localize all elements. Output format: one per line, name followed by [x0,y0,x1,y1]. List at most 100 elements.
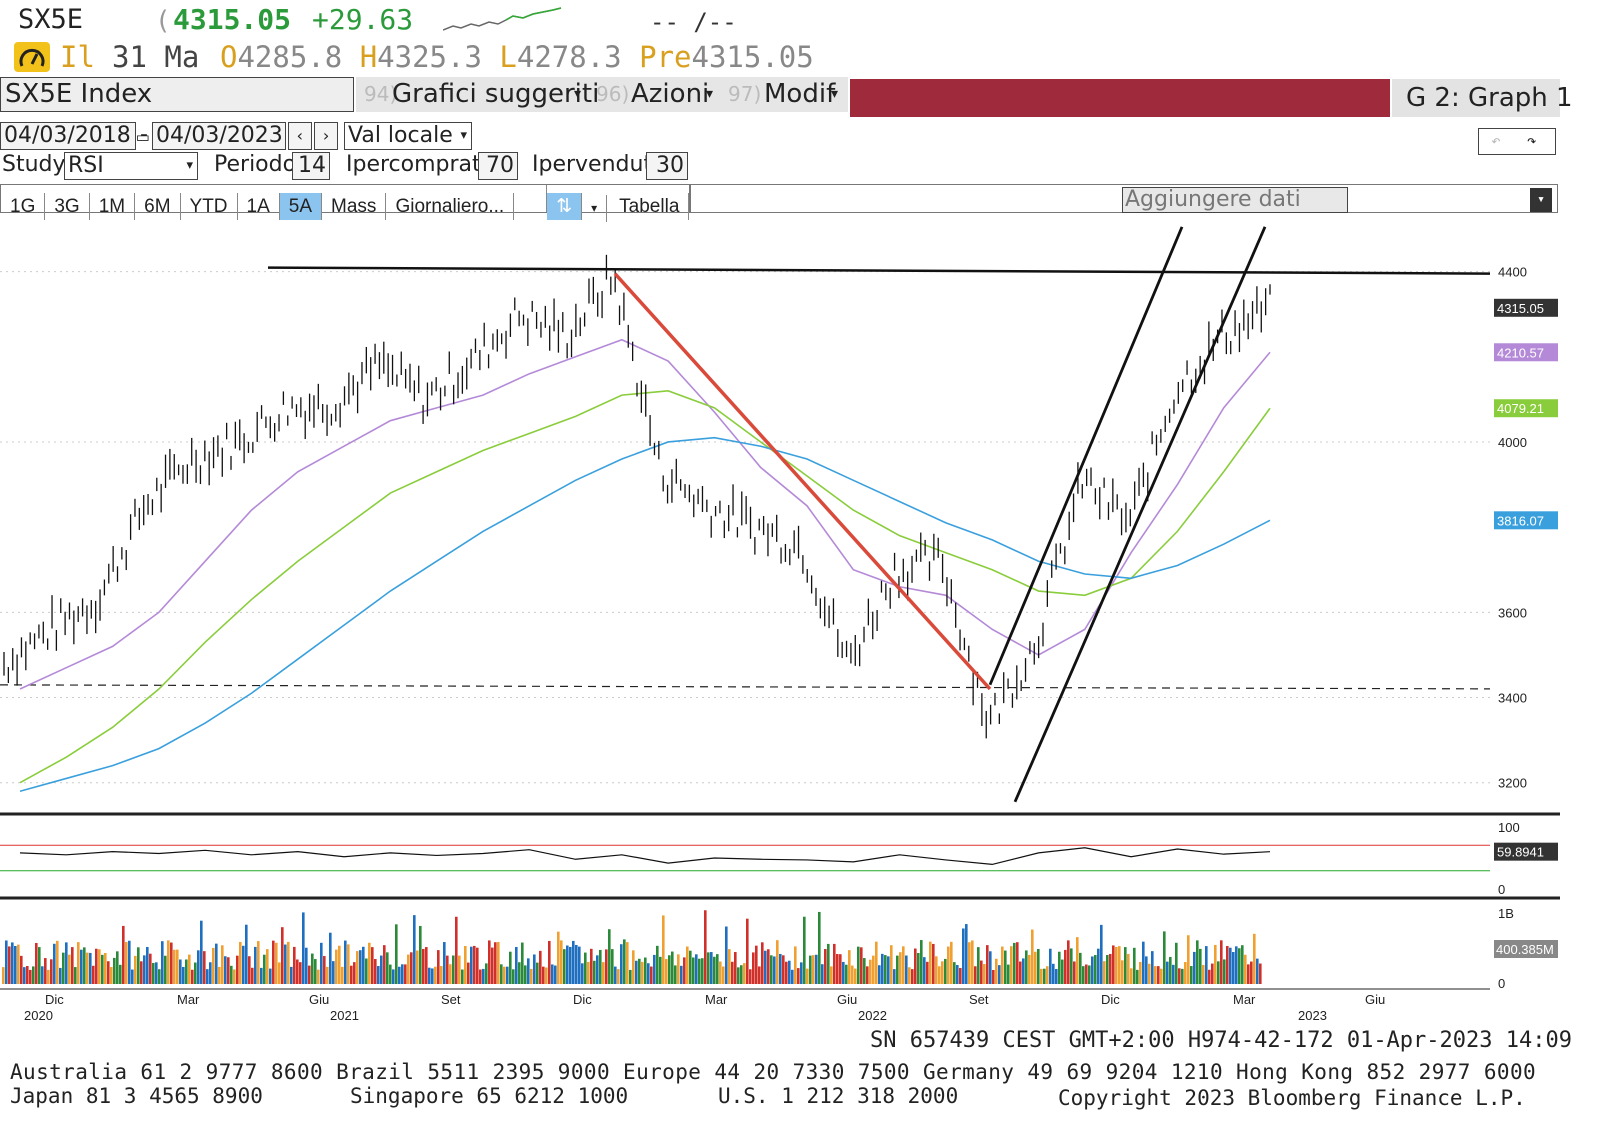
prev-period-button[interactable]: ‹ [288,122,312,150]
volume-bar [167,940,170,984]
volume-bar [374,959,377,984]
volume-bar [332,961,335,984]
study-label: Study [2,152,66,177]
actions-menu[interactable]: Azioni [631,79,710,109]
volume-bar [185,959,188,984]
volume-bar [827,943,830,984]
add-data-field[interactable]: Aggiungere dati [1122,187,1348,213]
volume-bar [809,955,812,984]
volume-bar [1148,963,1151,984]
range-1A[interactable]: 1A [238,193,280,220]
volume-bar [1046,966,1049,984]
volume-bar [668,955,671,984]
moving-average-0 [19,338,1271,690]
volume-bar [1124,947,1127,984]
volume-bar [830,966,833,984]
range-max[interactable]: Mass [322,193,387,220]
volume-bar [425,947,428,984]
volume-bar [179,959,182,984]
volume-bar [68,954,71,984]
range-3G[interactable]: 3G [45,193,90,220]
table-button[interactable]: Tabella [607,193,690,220]
volume-bar [872,955,875,984]
chevron-down-icon: ▾ [574,86,582,102]
volume-bar [296,959,299,984]
overbought-input[interactable]: 70 [478,152,518,180]
suggested-charts-menu[interactable]: Grafici suggeriti [392,79,600,109]
volume-bar [995,958,998,984]
volume-bar [86,952,89,984]
volume-bar [662,915,665,984]
volume-bar [362,946,365,984]
volume-bar [770,955,773,984]
range-YTD[interactable]: YTD [181,193,238,220]
speedometer-icon[interactable] [14,42,50,72]
volume-bar [206,969,209,984]
currency-select[interactable]: Val locale ▾ [344,122,472,150]
frequency-select[interactable]: Giornaliero... [386,193,515,220]
volume-bar [257,941,260,984]
range-5A[interactable]: 5A [279,193,323,220]
range-6M[interactable]: 6M [135,193,181,220]
volume-bar [791,969,794,984]
volume-bar [320,942,323,984]
chevron-down-icon[interactable]: ▾ [1530,188,1552,212]
volume-bar [26,965,29,984]
study-select[interactable]: RSI ▾ [64,152,198,180]
range-1G[interactable]: 1G [1,193,46,220]
volume-bar [1043,968,1046,984]
price-chart[interactable]: 4400 4000 3600 3400 3200 4315.05 4210.57 4079.2… [0,214,1600,1040]
volume-bar [212,947,215,984]
volume-bar [1073,961,1076,984]
volume-bar [458,955,461,984]
next-period-button[interactable]: › [314,122,338,150]
oversold-input[interactable]: 30 [646,152,688,180]
volume-bar [842,961,845,984]
volume-bar [971,940,974,984]
volume-bar [503,966,506,984]
ticker: SX5E [18,4,84,35]
volume-bar [65,942,68,984]
volume-bar [782,955,785,984]
volume-bar [1151,951,1154,984]
volume-bar [1130,968,1133,984]
volume-bar [428,967,431,984]
volume-bar [98,949,101,984]
date-to-field[interactable]: 04/03/2023 ▭ [152,122,302,150]
volume-bar [380,955,383,984]
contacts-us: U.S. 1 212 318 2000 [718,1084,959,1108]
volume-bar [1049,948,1052,984]
volume-bar [584,952,587,984]
range-buttons: 1G 3G 1M 6M YTD 1A 5A Mass Giornaliero... ⇅ ▾ Tabel… [0,184,691,222]
chevron-down-icon[interactable]: ▾ [582,195,608,222]
volume-bar [266,949,269,984]
volume-bar [554,965,557,984]
volume-bar [590,948,593,984]
volume-bar [893,969,896,984]
date-from-field[interactable]: 04/03/2018 ▭ [0,122,150,150]
security-field[interactable]: SX5E Index [0,77,354,112]
volume-bar [1064,949,1067,984]
volume-bar [134,955,137,984]
volume-bar [611,949,614,984]
range-1M[interactable]: 1M [90,193,136,220]
volume-bar [176,949,179,984]
volume-bar [1226,946,1229,984]
chart-type-icon[interactable]: ⇅ [547,193,583,220]
edit-menu[interactable]: Modif [764,79,836,109]
copyright: Copyright 2023 Bloomberg Finance L.P. [1058,1086,1526,1110]
volume-bar [329,932,332,984]
volume-bar [1022,958,1025,984]
volume-bar [482,968,485,984]
volume-bar [404,964,407,984]
rsi-tag-bg [1494,842,1558,861]
price-tag-2: 4079.21 [1497,401,1544,416]
undo-redo-buttons[interactable]: ↶ ↷ [1478,128,1556,155]
volume-bar [773,956,776,984]
volume-bar [701,958,704,984]
period-input[interactable]: 14 [292,152,330,180]
volume-bar [1235,946,1238,984]
volume-bar [1244,954,1247,984]
volume-bar [785,961,788,984]
x-month-label-4: Dic [573,992,592,1007]
